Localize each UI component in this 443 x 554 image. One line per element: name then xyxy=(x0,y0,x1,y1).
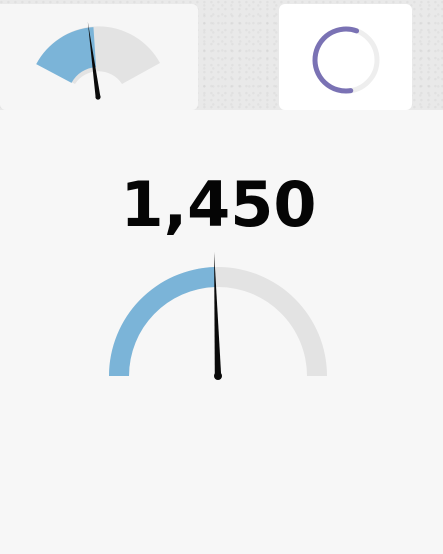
gauge-icon xyxy=(36,21,160,100)
main-gauge-panel xyxy=(0,110,443,554)
progress-ring-thumbnail-card[interactable] xyxy=(279,4,412,110)
main-gauge-needle xyxy=(214,252,222,377)
gauge-value-label: 1,450 xyxy=(120,168,317,241)
gauge-thumb-fill xyxy=(36,27,97,83)
progress-ring-arc xyxy=(312,26,360,94)
main-gauge-fill xyxy=(109,267,216,376)
gauge-thumb-hub xyxy=(95,94,101,100)
progress-ring-icon xyxy=(312,26,380,94)
gauge-thumb-needle xyxy=(87,21,101,98)
main-gauge-hub xyxy=(214,372,222,380)
main-gauge xyxy=(109,252,327,380)
gauge-thumbnail-card[interactable] xyxy=(0,4,198,110)
